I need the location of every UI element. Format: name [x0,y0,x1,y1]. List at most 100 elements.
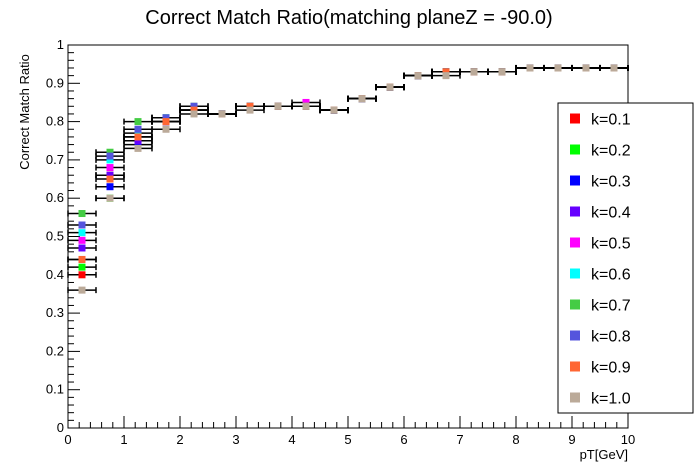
legend-marker [570,361,580,372]
data-point [414,72,422,80]
legend-label: k=0.8 [591,329,631,346]
y-tick-label: 0.9 [46,75,64,90]
data-point [78,271,86,279]
y-tick-label: 1 [57,37,64,52]
series-k=0.4 [67,64,629,252]
data-point [106,183,114,191]
axes: 0 1 2 3 4 5 6 7 8 9 10 0 0.1 0.2 0.3 0.4 0.5 0.6 0.7 0.8 0.9… [46,37,635,447]
x-tick-label: 1 [120,432,127,447]
legend: k=0.1 k=0.2 k=0.3 k=0.4 k=0.5 k=0.6 k=0.7 k=0.8… [557,102,694,414]
x-tick-label: 7 [456,432,463,447]
data-point [218,110,226,118]
data-point [78,229,86,237]
data-point [78,263,86,271]
data-point [106,164,114,172]
data-point [274,102,282,110]
legend-marker [570,144,580,155]
data-point [134,137,142,145]
chart-title: Correct Match Ratio(matching planeZ = -9… [145,7,552,29]
series-k=0.9 [67,64,629,263]
legend-label: k=0.1 [591,112,631,129]
x-tick-label: 10 [621,432,635,447]
data-point [162,118,170,126]
y-tick-label: 0.1 [46,382,64,397]
series-k=0.3 [67,64,629,263]
data-points [67,64,629,294]
data-point [246,102,254,110]
data-point [106,152,114,160]
data-point [610,64,618,72]
data-point [134,118,142,126]
x-tick-label: 0 [64,432,71,447]
data-point [554,64,562,72]
data-point [134,129,142,137]
series-k=0.2 [67,64,629,271]
data-point [386,83,394,91]
legend-marker [570,237,580,248]
data-point [358,95,366,103]
legend-label: k=0.2 [591,143,631,160]
data-point [470,68,478,76]
x-tick-label: 2 [176,432,183,447]
data-point [162,114,170,122]
x-tick-label: 6 [400,432,407,447]
legend-label: k=0.7 [591,298,631,315]
legend-box [557,102,694,414]
data-point [134,141,142,149]
legend-marker [570,299,580,310]
legend-marker [570,206,580,217]
legend-marker [570,392,580,403]
series-k=1.0 [67,64,629,294]
data-point [134,133,142,141]
legend-label: k=0.6 [591,267,631,284]
y-tick-label: 0.3 [46,305,64,320]
data-point [106,175,114,183]
data-point [78,244,86,252]
y-tick-label: 0.8 [46,114,64,129]
data-point [246,106,254,114]
y-tick-label: 0.2 [46,343,64,358]
data-point [442,68,450,76]
x-tick-label: 9 [568,432,575,447]
data-point [78,210,86,218]
y-tick-label: 0.6 [46,190,64,205]
data-point [106,194,114,202]
x-tick-label: 3 [232,432,239,447]
data-point [106,156,114,164]
data-point [302,98,310,106]
data-point [330,106,338,114]
plot-frame [67,44,629,429]
data-point [190,110,198,118]
y-axis-title: Correct Match Ratio [17,54,32,170]
legend-marker [570,268,580,279]
y-tick-label: 0.7 [46,152,64,167]
data-point [106,148,114,156]
data-point [78,286,86,294]
legend-label: k=0.3 [591,174,631,191]
data-point [134,125,142,133]
data-point [302,102,310,110]
x-axis-title: pT[GeV] [580,447,628,462]
data-point [134,144,142,152]
data-point [582,64,590,72]
legend-label: k=1.0 [591,391,631,408]
data-point [78,221,86,229]
y-tick-label: 0.5 [46,229,64,244]
data-point [190,106,198,114]
data-point [526,64,534,72]
data-point [190,102,198,110]
legend-marker [570,113,580,124]
data-point [78,236,86,244]
x-tick-label: 5 [344,432,351,447]
data-point [106,171,114,179]
x-tick-label: 8 [512,432,519,447]
data-point [162,125,170,133]
y-tick-label: 0 [57,420,64,435]
legend-label: k=0.5 [591,236,631,253]
legend-marker [570,175,580,186]
data-point [442,72,450,80]
legend-label: k=0.4 [591,205,631,222]
data-point [78,255,86,263]
data-point [498,68,506,76]
